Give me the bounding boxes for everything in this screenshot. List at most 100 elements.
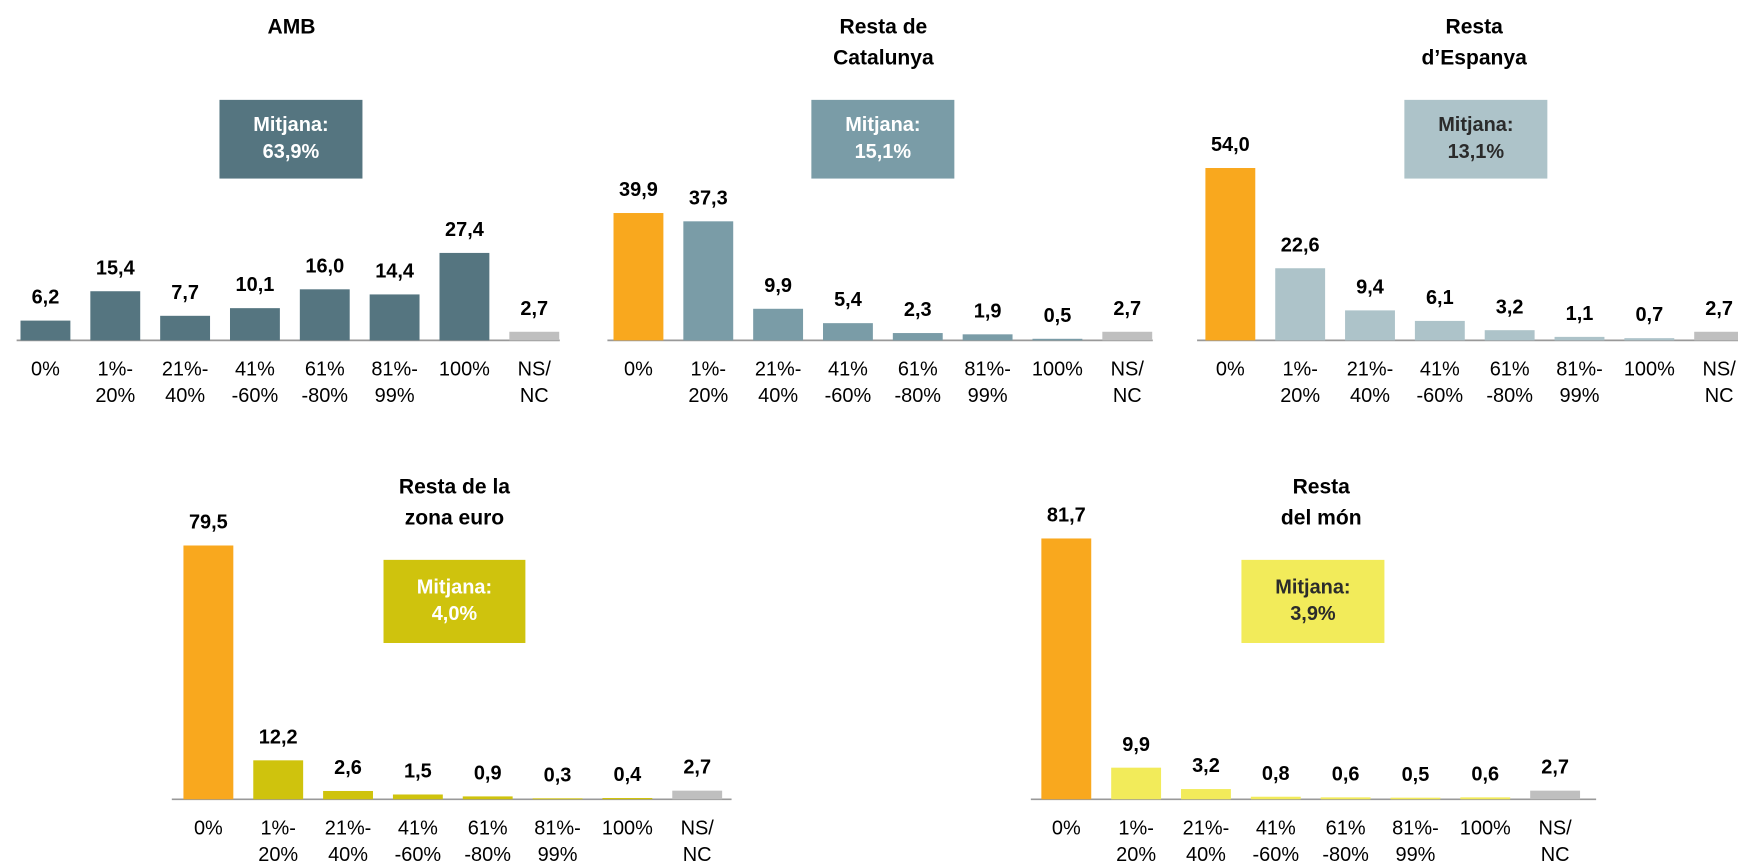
value-label: 7,7 [171, 282, 199, 304]
x-tick-label: -80% [464, 844, 511, 866]
bar [1275, 268, 1326, 341]
bar [1250, 796, 1301, 800]
x-tick-label: 100% [1624, 359, 1675, 381]
value-label: 1,1 [1566, 303, 1594, 325]
value-label: 39,9 [619, 179, 658, 201]
annotation-box [1241, 559, 1385, 643]
value-label: 9,9 [764, 275, 792, 297]
x-tick-label: NC [520, 385, 549, 407]
x-tick-label: -80% [301, 385, 348, 407]
x-tick-label: 1%- [691, 359, 726, 381]
chart-title: Resta [1293, 475, 1351, 498]
x-tick-label: -80% [894, 385, 941, 407]
value-label: 3,2 [1496, 296, 1524, 318]
x-tick-label: 0% [1216, 359, 1245, 381]
annotation-text: 3,9% [1290, 603, 1336, 625]
bar [20, 320, 71, 341]
x-tick-label: 21%- [325, 817, 372, 839]
annotation-box [383, 559, 526, 643]
bar [392, 794, 443, 800]
x-tick-label: -60% [232, 385, 279, 407]
x-tick-label: NC [1113, 385, 1142, 407]
x-tick-label: -60% [1253, 844, 1300, 866]
value-label: 0,5 [1044, 305, 1072, 327]
x-tick-label: NC [1541, 844, 1570, 866]
bar [683, 221, 734, 341]
value-label: 10,1 [236, 274, 275, 296]
x-tick-label: 41% [828, 359, 868, 381]
value-label: 0,4 [614, 764, 642, 786]
value-label: 15,4 [96, 257, 135, 279]
x-tick-label: NS/ [518, 359, 552, 381]
annotation-text: 15,1% [855, 141, 912, 163]
x-tick-label: 99% [375, 385, 415, 407]
annotation-text: 63,9% [263, 141, 320, 163]
x-tick-label: 99% [968, 385, 1008, 407]
annotation-box [811, 99, 955, 179]
x-tick-label: 100% [439, 359, 490, 381]
x-tick-label: 81%- [534, 817, 581, 839]
chart-title: Resta de la [399, 475, 510, 498]
bar [892, 333, 943, 341]
bar [439, 252, 490, 341]
chart-title: Resta [1446, 15, 1504, 38]
value-label: 12,2 [259, 726, 298, 748]
bar [602, 798, 653, 800]
value-label: 16,0 [305, 255, 344, 277]
value-label: 2,7 [1113, 298, 1141, 320]
value-label: 0,6 [1332, 763, 1360, 785]
x-tick-label: 1%- [1118, 817, 1153, 839]
x-tick-label: 41% [235, 359, 275, 381]
x-tick-label: 81%- [964, 359, 1011, 381]
bar [90, 291, 141, 341]
bar [1694, 331, 1738, 341]
x-tick-label: NC [1705, 385, 1734, 407]
bar [1345, 310, 1395, 341]
x-tick-label: -80% [1322, 844, 1369, 866]
value-label: 22,6 [1281, 234, 1320, 256]
value-label: 2,7 [520, 298, 548, 320]
value-label: 9,4 [1356, 276, 1384, 298]
value-label: 79,5 [189, 512, 228, 534]
bar [183, 545, 234, 800]
x-tick-label: NC [683, 844, 712, 866]
chart-title: AMB [268, 15, 316, 38]
bar [823, 323, 873, 341]
chart-title: d’Espanya [1422, 46, 1528, 69]
x-tick-label: 20% [95, 385, 135, 407]
value-label: 1,9 [974, 300, 1002, 322]
x-tick-label: 81%- [371, 359, 418, 381]
value-label: 2,3 [904, 299, 932, 321]
x-tick-label: 81%- [1392, 817, 1439, 839]
bar [509, 331, 560, 341]
x-tick-label: 40% [758, 385, 798, 407]
x-tick-label: 1%- [1282, 359, 1317, 381]
annotation-text: 13,1% [1448, 141, 1505, 163]
x-tick-label: 20% [258, 844, 298, 866]
value-label: 0,7 [1635, 304, 1663, 326]
value-label: 0,6 [1471, 763, 1499, 785]
x-tick-label: 41% [1256, 817, 1296, 839]
bar [229, 308, 280, 341]
x-tick-label: 0% [624, 359, 653, 381]
value-label: 27,4 [445, 219, 484, 241]
x-tick-label: 61% [1490, 359, 1530, 381]
x-tick-label: 61% [305, 359, 345, 381]
bar [1624, 338, 1675, 341]
x-tick-label: 20% [1280, 385, 1320, 407]
value-label: 2,7 [1705, 298, 1733, 320]
x-tick-label: NS/ [1703, 359, 1737, 381]
annotation-text: Mitjana: [1275, 576, 1350, 598]
x-tick-label: 20% [1116, 844, 1156, 866]
x-tick-label: 0% [31, 359, 60, 381]
x-tick-label: 100% [602, 817, 653, 839]
bar [1484, 330, 1535, 341]
x-tick-label: 0% [1052, 817, 1081, 839]
x-tick-label: 61% [468, 817, 508, 839]
bar [753, 308, 804, 341]
bar [1530, 790, 1581, 800]
bar [1554, 336, 1605, 341]
value-label: 14,4 [375, 261, 414, 283]
bar [1414, 320, 1465, 341]
